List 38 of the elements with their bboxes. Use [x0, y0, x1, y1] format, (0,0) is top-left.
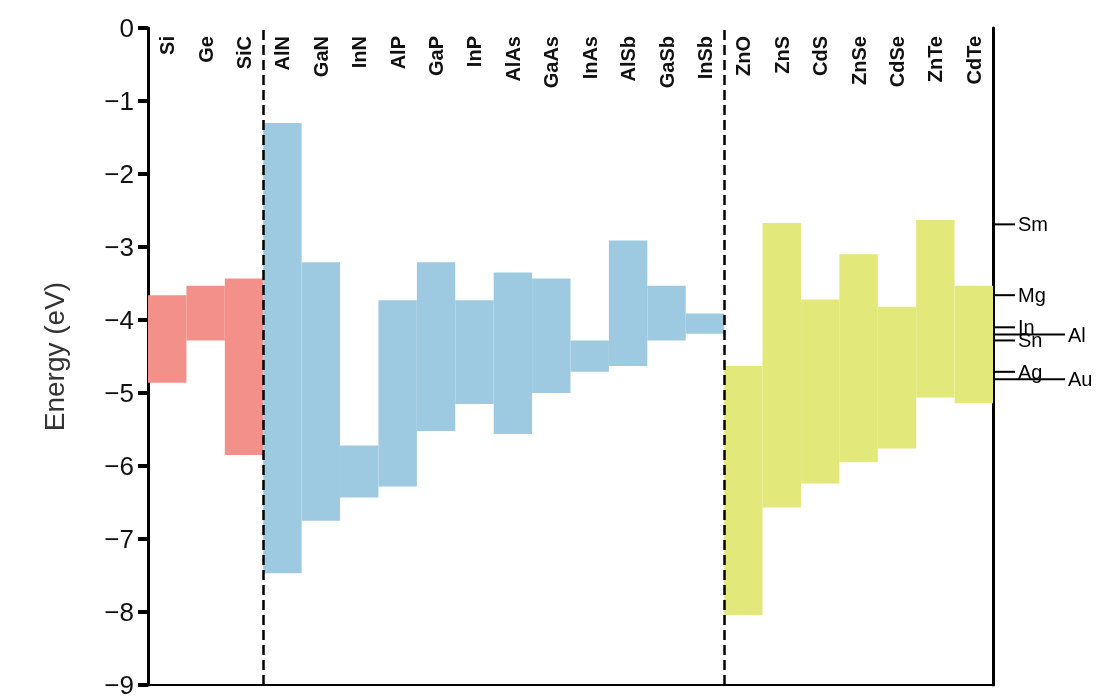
ref-line-label: Sm: [1018, 213, 1048, 236]
x-tick-label: SiC: [233, 36, 256, 70]
x-tick-label: CdSe: [885, 36, 908, 88]
y-tick-label: 0: [119, 13, 134, 43]
x-tick-label: InP: [463, 36, 486, 68]
x-tick-label: AlSb: [617, 36, 640, 82]
ref-line-label: Al: [1068, 323, 1086, 346]
y-tick-label: −5: [104, 378, 134, 408]
y-axis-title: Energy (eV): [38, 281, 70, 432]
ref-line-label: Mg: [1018, 284, 1046, 307]
x-tick-label: AlN: [271, 36, 294, 71]
x-tick-label: Si: [156, 36, 179, 55]
y-tick-label: −7: [104, 524, 134, 554]
y-tick-label: −4: [104, 305, 134, 335]
x-tick-label: CdS: [809, 36, 832, 76]
x-tick-label: GaP: [425, 36, 448, 77]
x-tick-label: CdTe: [962, 36, 985, 85]
y-tick-label: −9: [104, 670, 134, 698]
x-tick-label: Ge: [194, 36, 217, 63]
ref-line-label: Ag: [1018, 360, 1043, 383]
x-tick-label: ZnO: [732, 36, 755, 76]
x-tick-label: ZnS: [770, 36, 793, 74]
x-tick-label: InSb: [693, 36, 716, 80]
y-tick-label: −8: [104, 597, 134, 627]
y-tick-label: −1: [104, 86, 134, 116]
x-tick-label: GaAs: [540, 36, 563, 89]
x-tick-label: AlAs: [501, 36, 524, 82]
x-tick-label: ZnTe: [924, 36, 947, 83]
x-tick-label: GaN: [309, 36, 332, 78]
y-tick-label: −3: [104, 232, 134, 262]
x-tick-label: InAs: [578, 36, 601, 80]
x-tick-label: ZnSe: [847, 36, 870, 85]
x-tick-label: AlP: [386, 36, 409, 70]
y-tick-label: −2: [104, 159, 134, 189]
x-tick-label: InN: [348, 36, 371, 69]
x-tick-label: GaSb: [655, 36, 678, 89]
ref-line-label: Au: [1068, 368, 1093, 391]
y-tick-label: −6: [104, 451, 134, 481]
